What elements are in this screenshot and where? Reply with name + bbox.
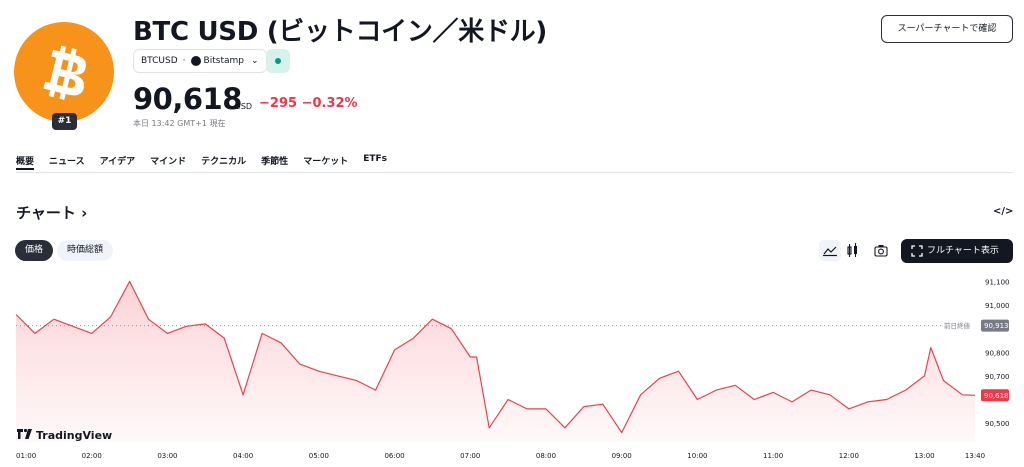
chart-heading-link[interactable]: チャート › (16, 204, 88, 222)
x-tick-label: 08:00 (536, 452, 556, 460)
symbol-selector[interactable]: BTCUSD · Bitstamp ⌄ (133, 49, 267, 73)
candlestick-icon (847, 243, 857, 257)
tab-etfs[interactable]: ETFs (363, 154, 387, 164)
chevron-down-icon: ⌄ (250, 56, 259, 66)
area-chart-button[interactable] (819, 240, 841, 261)
tab-seasonals[interactable]: 季節性 (261, 157, 289, 167)
full-chart-label: フルチャート表示 (927, 246, 999, 256)
page-title: BTC USD (ビットコイン／米ドル) (133, 17, 547, 47)
price-area-fill (16, 281, 975, 442)
price-currency: USD (235, 102, 253, 111)
bitcoin-logo-icon (14, 22, 114, 122)
tradingview-logo[interactable]: TradingView (17, 428, 112, 442)
separator-dot: · (182, 56, 186, 66)
last-price: 90,618 (133, 82, 242, 116)
x-tick-label: 13:00 (914, 452, 934, 460)
market-status-badge[interactable] (266, 49, 290, 73)
embed-code-icon[interactable]: </> (993, 206, 1014, 217)
tradingview-wordmark: TradingView (36, 429, 112, 442)
prev-close-label: 前日終値 (944, 321, 971, 330)
camera-icon (874, 245, 888, 257)
snapshot-button[interactable] (870, 240, 892, 261)
fullscreen-icon (911, 245, 923, 257)
rank-badge: #1 (52, 113, 77, 130)
tab-bar: 概要 ニュース アイデア マインド テクニカル 季節性 マーケット ETFs (16, 154, 402, 170)
exchange-icon (190, 56, 201, 66)
prev-close-label-bg (942, 320, 978, 332)
x-tick-label: 10:00 (687, 452, 707, 460)
x-tick-label: 03:00 (157, 452, 177, 460)
chip-market-cap[interactable]: 時価総額 (57, 240, 114, 261)
change-percent: −0.32% (301, 96, 358, 111)
tab-technicals[interactable]: テクニカル (201, 157, 247, 167)
price-chart[interactable]: 91,100 91,000 90,800 90,700 90,500 前日終値 90,913… (0, 268, 1024, 467)
exchange-label: Bitstamp (203, 56, 244, 66)
y-tick-label: 90,700 (985, 373, 1010, 381)
x-tick-label: 07:00 (460, 452, 480, 460)
x-tick-label: 12:00 (839, 452, 859, 460)
tab-ideas[interactable]: アイデア (99, 157, 136, 167)
last-price-marker: 90,618 (984, 392, 1009, 400)
y-tick-label: 90,500 (985, 420, 1010, 428)
tab-overview[interactable]: 概要 (16, 154, 35, 170)
tab-sentiment[interactable]: マインド (150, 157, 187, 167)
y-tick-label: 90,800 (985, 349, 1010, 357)
candle-chart-button[interactable] (842, 240, 864, 261)
x-tick-label: 11:00 (763, 452, 783, 460)
x-tick-label: 04:00 (233, 452, 253, 460)
x-tick-label: 13:40 (965, 452, 985, 460)
x-tick-label: 06:00 (384, 452, 404, 460)
y-tick-label: 91,100 (985, 278, 1010, 286)
full-chart-button[interactable]: フルチャート表示 (901, 239, 1013, 263)
change-value: −295 (259, 96, 298, 111)
prev-close-value-bg (981, 319, 1009, 332)
live-dot-icon (275, 58, 281, 64)
x-tick-label: 05:00 (309, 452, 329, 460)
x-tick-label: 01:00 (16, 452, 36, 460)
price-change: −295 −0.32% (259, 96, 358, 111)
tab-markets[interactable]: マーケット (303, 157, 349, 167)
area-chart-icon (823, 246, 837, 257)
price-line (15, 280, 976, 434)
x-tick-label: 09:00 (612, 452, 632, 460)
y-tick-label: 91,000 (985, 302, 1010, 310)
price-timestamp: 本日 13:42 GMT+1 現在 (133, 119, 226, 128)
super-chart-button[interactable]: スーパーチャートで確認 (881, 15, 1013, 43)
tab-news[interactable]: ニュース (49, 157, 85, 167)
prev-close-value: 90,913 (984, 322, 1009, 330)
last-price-marker-bg (981, 389, 1009, 402)
symbol-label: BTCUSD (141, 56, 178, 66)
chip-price[interactable]: 価格 (15, 240, 54, 261)
tabs-divider (16, 172, 1013, 173)
tradingview-logo-icon (17, 429, 23, 439)
x-tick-label: 02:00 (82, 452, 102, 460)
